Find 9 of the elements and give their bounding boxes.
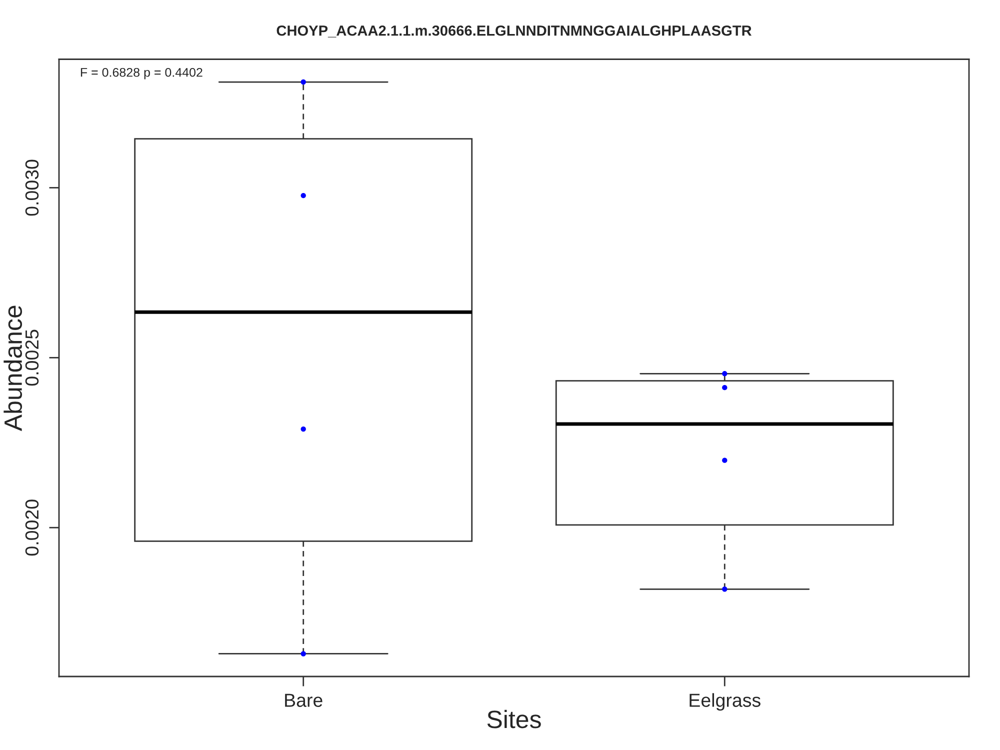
y-tick-label: 0.0030 [25,160,39,216]
x-tick-label: Bare [285,694,322,707]
y-axis-title: Abundance [4,306,22,432]
x-axis-title: Sites [487,710,541,728]
y-tick-label: 0.0025 [25,330,39,386]
annotation: F = 0.6828 p = 0.4402 [80,68,202,80]
chart-title: CHOYP_ACAA2.1.1.m.30666.ELGLNNDITNMNGGAIALGHPLAASGTR [276,25,752,38]
y-tick-label: 0.0020 [25,500,39,556]
x-tick-label: Eelgrass [690,693,760,711]
